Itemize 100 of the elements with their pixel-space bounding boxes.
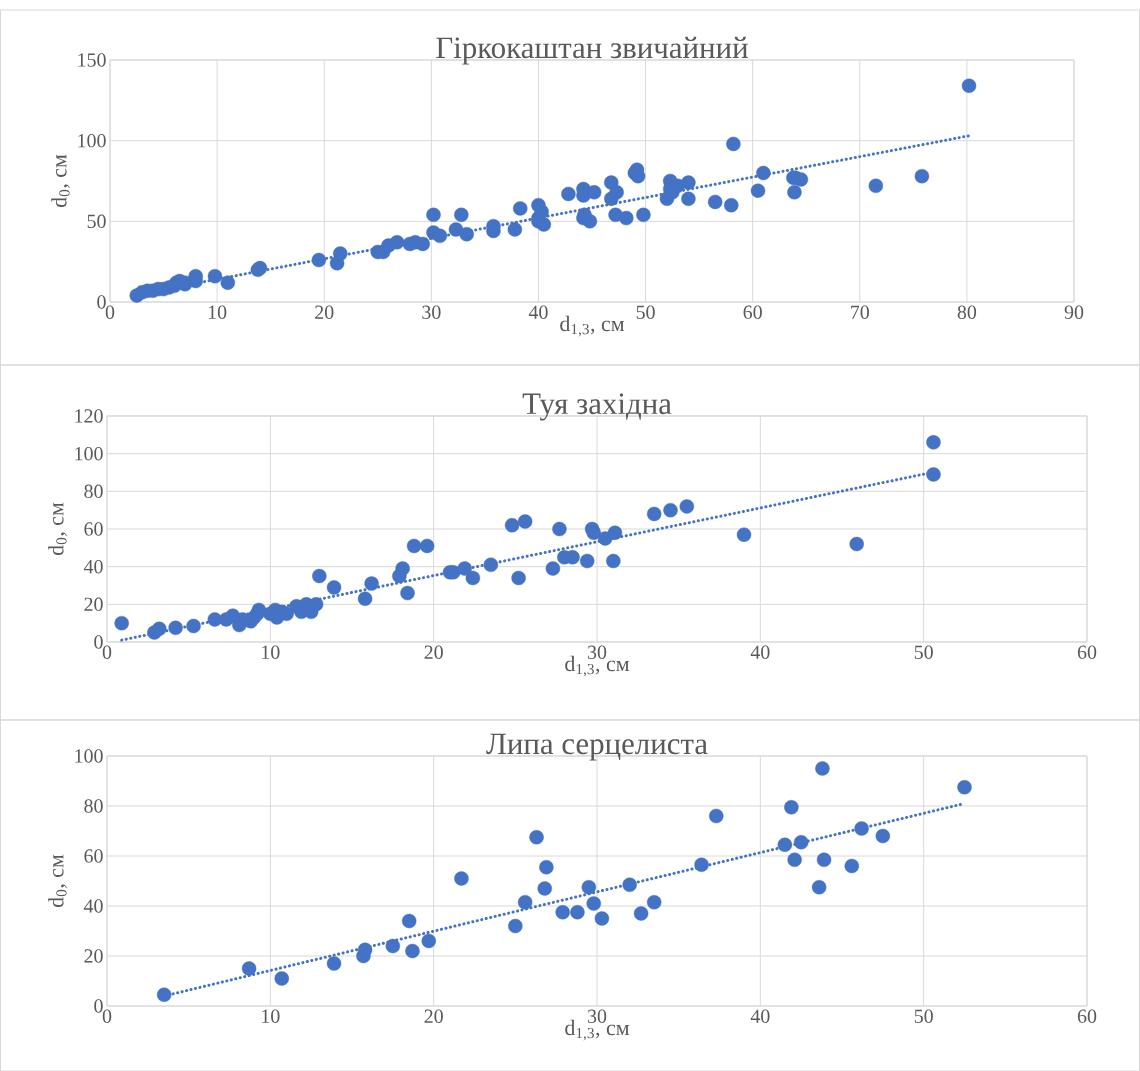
point [508, 918, 523, 934]
point [504, 518, 520, 533]
x-tick-label: 60 [743, 305, 762, 319]
y-tick-label: 0 [94, 635, 103, 649]
x-tick-label: 20 [424, 645, 443, 659]
point [793, 835, 809, 850]
y-tick-label: 0 [97, 295, 106, 309]
point [483, 557, 499, 572]
point [326, 580, 342, 595]
y-tick-label: 80 [84, 484, 103, 499]
y-axis-title: d$_{0}$, см [48, 502, 67, 556]
point [709, 808, 724, 824]
point [815, 761, 830, 776]
point [811, 880, 827, 895]
point [545, 561, 561, 576]
x-tick-label: 50 [636, 305, 655, 319]
point [607, 525, 623, 540]
point [529, 830, 544, 845]
x-tick-label: 10 [262, 645, 280, 659]
y-tick-label: 80 [84, 799, 103, 813]
point [326, 956, 342, 971]
y-tick-label: 20 [84, 949, 103, 963]
y-tick-label: 20 [84, 597, 103, 612]
y-tick-label: 150 [78, 53, 106, 67]
point [395, 561, 410, 576]
point [552, 521, 567, 537]
x-tick-label: 90 [1064, 305, 1084, 319]
chart-title: Гіркокаштан звичайний [436, 36, 748, 65]
point [787, 852, 802, 867]
y-axis-title: d$_{0}$, см [51, 154, 70, 208]
point [312, 568, 327, 584]
point [580, 553, 595, 569]
x-tick-label: 0 [105, 305, 115, 319]
point [646, 895, 662, 910]
y-tick-label: 60 [84, 522, 103, 536]
point [401, 913, 417, 929]
point [555, 905, 570, 920]
y-tick-label: 120 [75, 409, 103, 423]
x-tick-label: 30 [422, 305, 441, 319]
y-axis-title: d$_{0}$, см [48, 854, 67, 908]
point [385, 938, 401, 954]
point [539, 860, 554, 875]
x-axis-title: d$_{1,3}$, см [560, 315, 625, 337]
y-tick-label: 100 [78, 133, 106, 148]
point [537, 881, 552, 896]
point [679, 499, 695, 514]
point [364, 576, 379, 591]
point [570, 905, 585, 920]
point [405, 943, 420, 959]
point [114, 615, 129, 631]
point [152, 621, 167, 637]
x-tick-label: 50 [914, 645, 933, 659]
y-tick-label: 40 [83, 899, 103, 913]
y-tick-label: 100 [75, 749, 103, 763]
point [581, 880, 597, 895]
y-tick-label: 60 [84, 849, 103, 863]
point [816, 852, 832, 867]
point [663, 502, 678, 518]
point [586, 896, 601, 911]
point [784, 800, 799, 815]
y-tick-label: 0 [94, 999, 103, 1013]
point [156, 987, 172, 1002]
point [168, 620, 183, 636]
x-tick-label: 20 [315, 305, 334, 319]
x-tick-label: 40 [750, 1009, 770, 1023]
point [586, 525, 601, 540]
point [419, 538, 435, 554]
point [844, 858, 859, 874]
point [517, 514, 533, 529]
point [926, 467, 941, 482]
y-tick-label: 50 [87, 214, 106, 229]
point [186, 618, 201, 634]
point [694, 857, 709, 872]
point [274, 971, 289, 986]
point [957, 780, 972, 795]
point [622, 877, 637, 892]
x-tick-label: 80 [957, 305, 977, 319]
point [241, 961, 257, 976]
point [849, 536, 864, 552]
x-tick-label: 20 [424, 1009, 443, 1023]
point [854, 821, 869, 836]
point [517, 895, 533, 910]
point [511, 570, 526, 586]
point [646, 506, 662, 522]
x-tick-label: 60 [1077, 1009, 1097, 1023]
point [357, 591, 373, 606]
point [400, 585, 415, 601]
x-tick-label: 40 [750, 645, 770, 659]
y-tick-label: 100 [75, 446, 103, 461]
x-tick-label: 50 [914, 1009, 933, 1023]
x-tick-label: 40 [528, 305, 548, 319]
x-tick-label: 70 [851, 305, 869, 319]
point [633, 906, 649, 921]
point [454, 871, 469, 886]
point [465, 570, 481, 586]
point [926, 435, 941, 450]
x-tick-label: 10 [262, 1009, 280, 1023]
x-tick-label: 10 [208, 305, 227, 319]
point [606, 553, 621, 569]
point [875, 828, 891, 844]
